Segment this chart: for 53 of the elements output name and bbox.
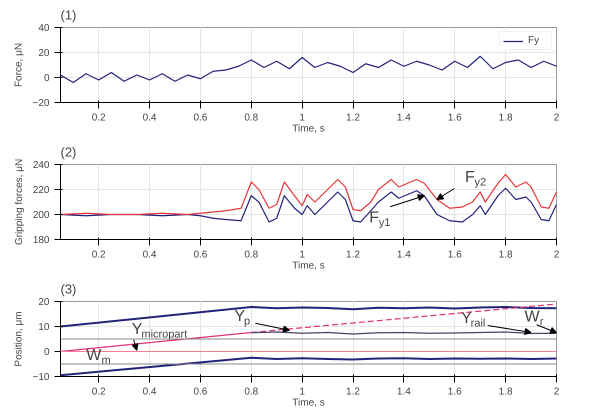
x-tick-label: 0.4 [142,386,157,398]
y-tick-label: −20 [32,98,50,109]
line-series [60,56,556,84]
chart-title: (2) [60,144,76,160]
y-tick-label: 20 [38,297,50,308]
legend-label: Fy [528,35,540,46]
x-tick-label: 0.4 [142,250,157,260]
y-axis-title: Gripping forces, μN [14,158,25,246]
x-tick-label: 1.2 [346,112,360,124]
x-tick-label: 0.8 [244,386,259,398]
x-tick-label: 0.2 [92,386,106,398]
x-tick-label: 1 [299,250,306,260]
x-axis-title: Time, s [292,398,325,408]
x-tick-label: 1.4 [396,112,412,124]
y-tick-label: 180 [32,235,50,246]
x-tick-label: 1 [299,112,306,124]
x-tick-label: 0.6 [193,112,208,124]
x-tick-label: 1.6 [448,386,462,398]
x-tick-label: 1.2 [346,250,360,260]
y-axis-title: Position, μm [14,311,25,367]
x-tick-label: 1.4 [396,386,412,398]
chart-title: (1) [60,8,76,22]
x-tick-label: 0.4 [142,112,157,124]
x-tick-label: 0.2 [92,250,106,260]
x-tick-label: 0.8 [244,250,259,260]
chart-title: (3) [60,282,76,296]
x-tick-label: 0.8 [244,112,259,124]
x-tick-label: 1.8 [498,386,514,398]
x-tick-label: 1.8 [498,112,514,124]
y-tick-label: 10 [38,322,50,333]
y-tick-label: 40 [38,23,50,34]
y-tick-label: 220 [32,185,50,196]
x-tick-label: 1 [299,386,306,398]
x-tick-label: 0.6 [193,250,208,260]
x-tick-label: 2 [554,386,560,398]
y-tick-label: 0 [44,73,50,84]
x-axis-title: Time, s [292,124,325,134]
x-tick-label: 1.2 [346,386,360,398]
x-tick-label: 2 [554,250,560,260]
y-tick-label: 0 [44,347,50,358]
y-tick-label: 240 [32,160,50,171]
y-axis-title: Force, μN [14,42,25,88]
x-tick-label: 1.6 [448,112,462,124]
x-axis-title: Time, s [292,260,325,272]
x-tick-label: 1.6 [448,250,462,260]
x-tick-label: 1.8 [498,250,514,260]
x-tick-label: 1.4 [396,250,412,260]
x-tick-label: 0.2 [92,112,106,124]
y-tick-label: 200 [32,210,50,221]
x-tick-label: 2 [554,112,560,124]
y-tick-label: 20 [38,48,50,59]
x-tick-label: 0.6 [193,386,208,398]
y-tick-label: −10 [32,372,50,383]
